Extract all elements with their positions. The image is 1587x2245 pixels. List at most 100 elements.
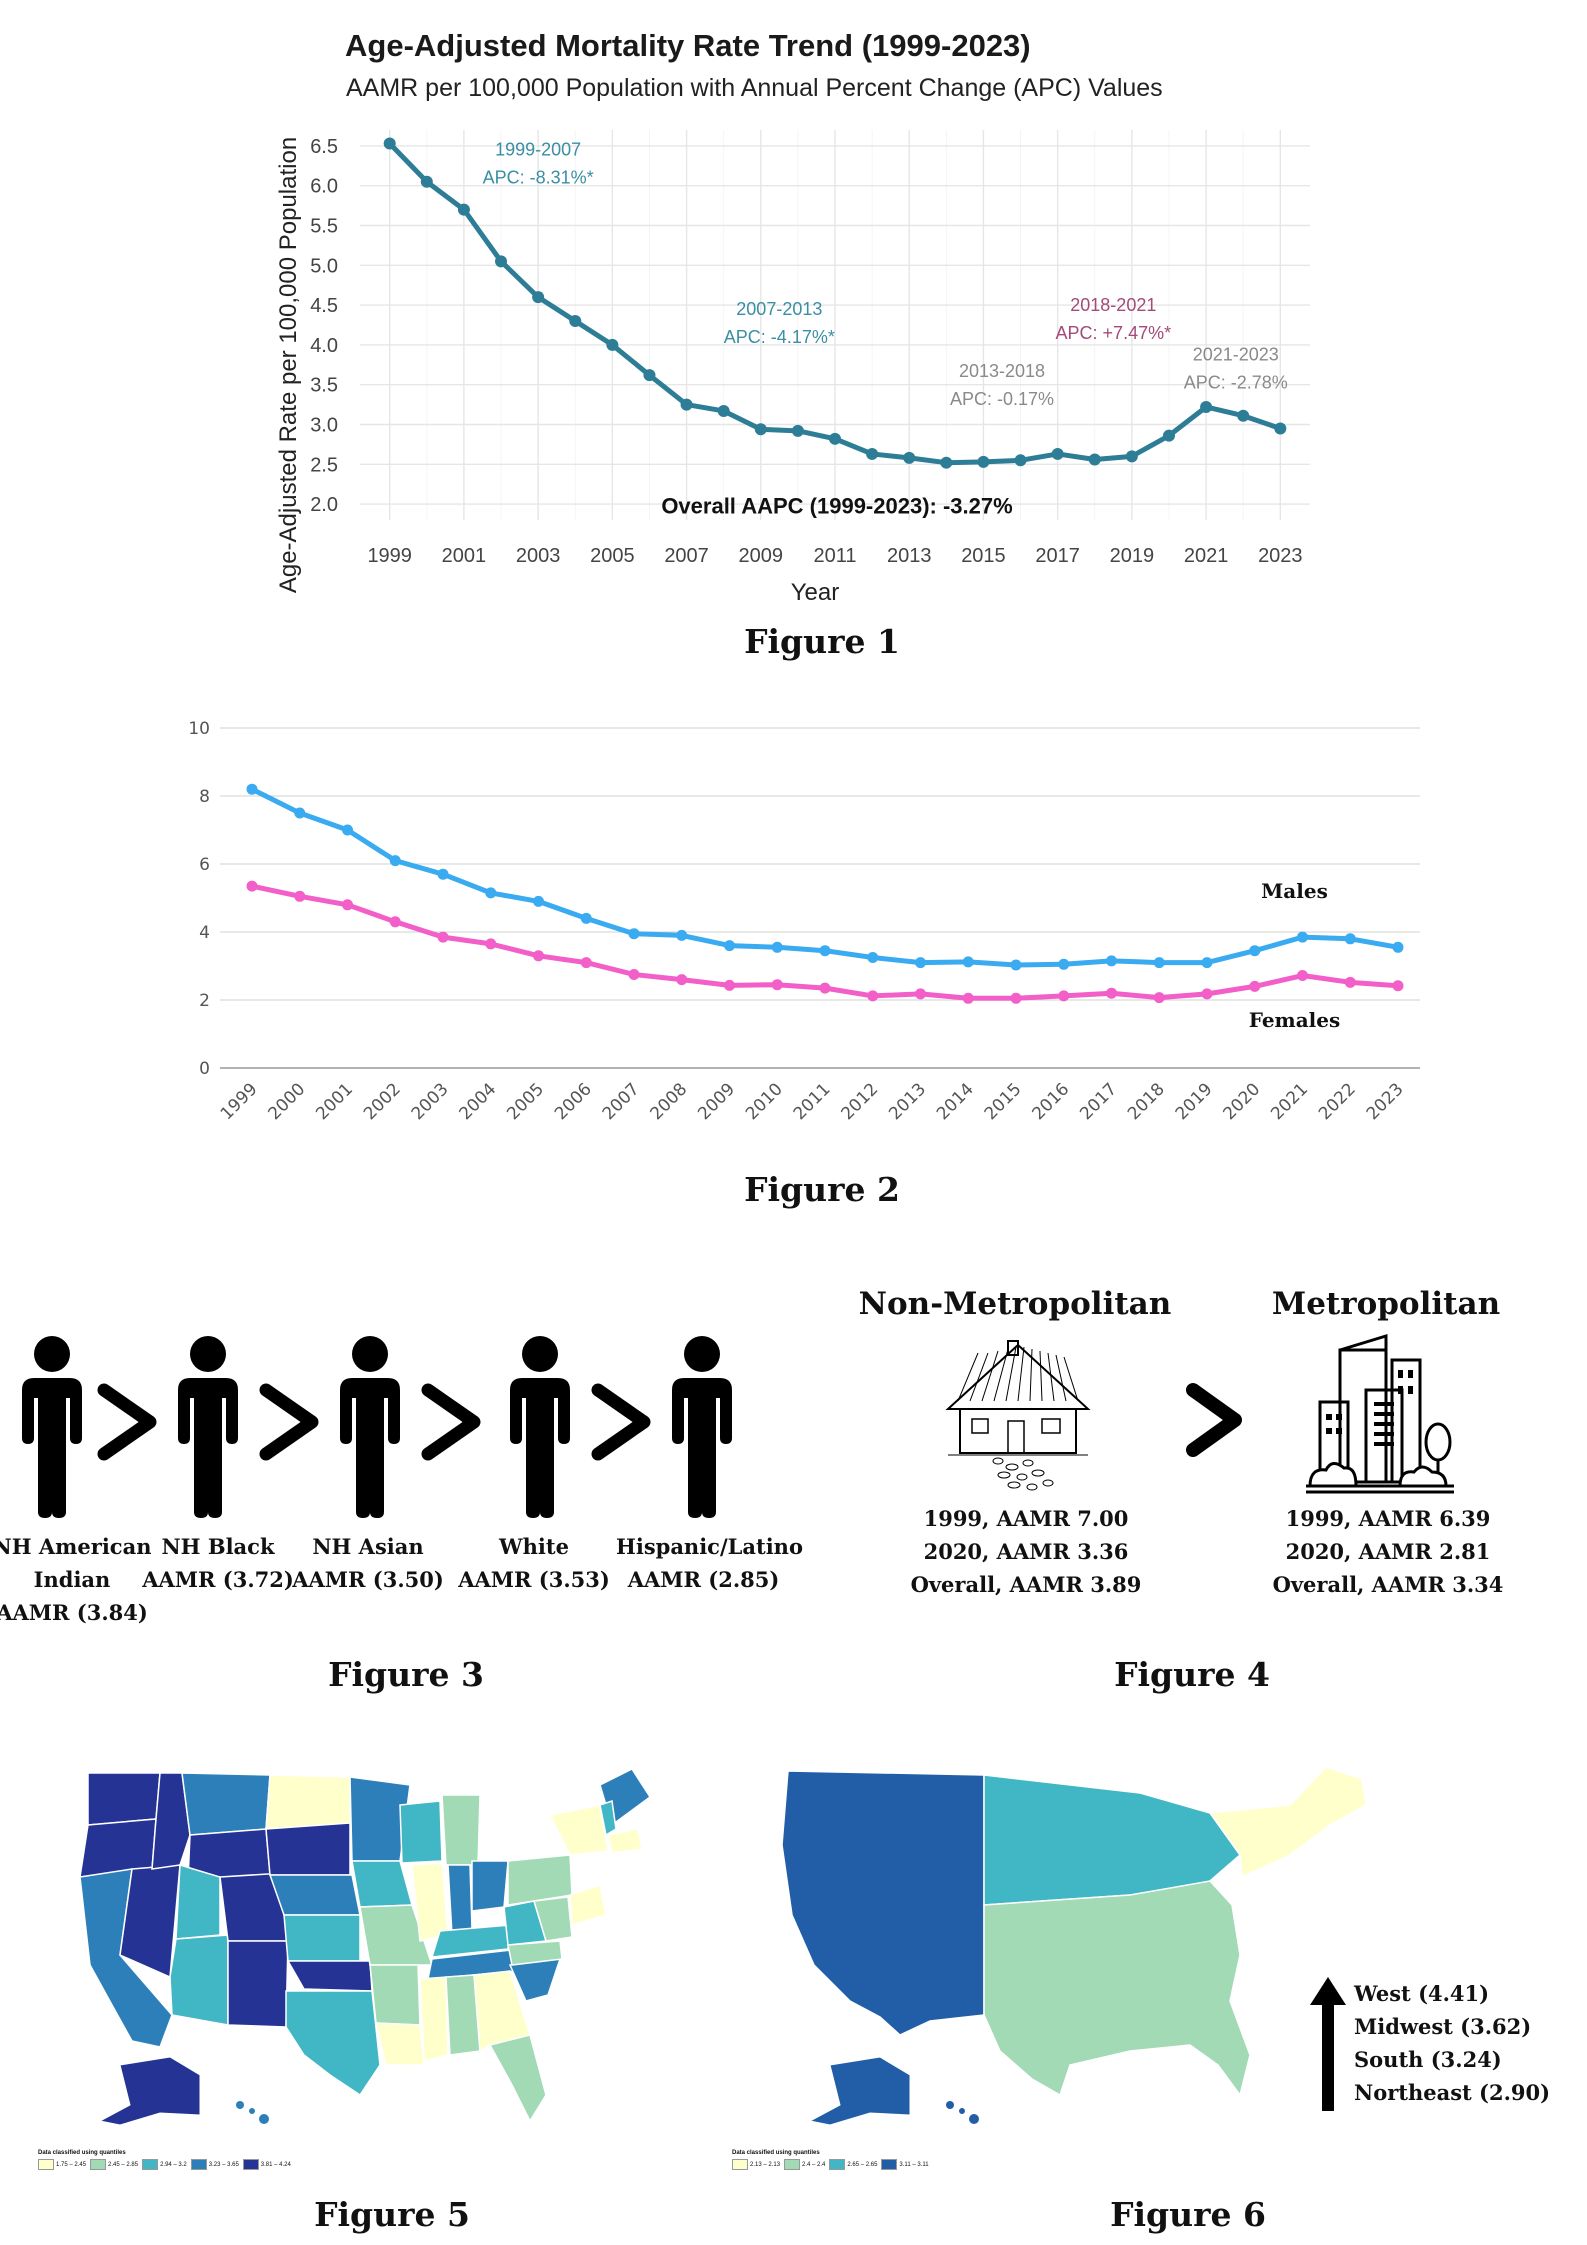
females-series-point	[389, 916, 401, 928]
y-tick-label: 2	[199, 991, 210, 1011]
females-series-point	[1106, 987, 1117, 999]
males-series-label: Males	[1261, 879, 1328, 903]
x-tick-label: 2005	[590, 545, 635, 567]
males-series-point	[1010, 959, 1022, 971]
data-point	[1088, 453, 1101, 466]
arrow-up-icon	[1310, 1977, 1346, 2111]
x-tick-label: 2003	[516, 545, 561, 567]
males-series-point	[1392, 941, 1404, 953]
y-tick-label: 0	[199, 1059, 210, 1079]
females-series-point	[1153, 992, 1165, 1004]
data-point	[383, 137, 396, 150]
females-series-point	[962, 992, 974, 1004]
males-series-point	[1153, 957, 1165, 969]
segment-period-label: 2007-2013	[736, 299, 822, 319]
x-tick-label: 2013	[885, 1079, 930, 1124]
segment-period-label: 2021-2023	[1193, 344, 1279, 364]
data-point	[1274, 422, 1287, 435]
data-point	[532, 291, 545, 304]
females-series-point	[1249, 980, 1261, 992]
figure1-caption: Figure 1	[744, 622, 900, 661]
figure5-legend: Data classified using quantiles 1.75 – 2…	[38, 2150, 291, 2170]
x-tick-label: 2007	[599, 1079, 644, 1124]
males-series-point	[819, 945, 831, 957]
x-tick-label: 2023	[1258, 545, 1303, 567]
y-tick-label: 4.5	[310, 295, 338, 317]
y-axis-label: Age-Adjusted Rate per 100,000 Population	[275, 137, 302, 593]
females-series-point	[1058, 990, 1070, 1002]
legend-item: 2.65 – 2.65	[829, 2159, 877, 2170]
person-icon	[178, 1336, 238, 1518]
region-ranking-list: West (4.41) Midwest (3.62) South (3.24) …	[1354, 1977, 1550, 2109]
females-series-point	[915, 988, 926, 1000]
metro-stats: 1999, AAMR 6.39 2020, AAMR 2.81 Overall, A…	[1272, 1506, 1504, 1597]
y-tick-label: 3.5	[310, 375, 338, 397]
group-label-nh-black: NH Black AAMR (3.72)	[142, 1534, 294, 1592]
males-series-point	[915, 957, 926, 969]
x-tick-label: 2021	[1267, 1079, 1312, 1124]
x-tick-label: 2008	[647, 1079, 692, 1124]
x-tick-label: 2002	[360, 1079, 405, 1124]
females-series-point	[1344, 976, 1356, 988]
x-tick-label: 2011	[813, 545, 856, 567]
females-series-point	[1201, 988, 1213, 1000]
us-regions-choropleth-map	[781, 1766, 1367, 2126]
females-series-point	[1297, 970, 1308, 982]
x-tick-label: 2009	[739, 545, 784, 567]
y-tick-label: 2.0	[310, 494, 338, 516]
females-series-point	[294, 890, 306, 902]
x-tick-label: 1999	[217, 1079, 262, 1124]
males-series-point	[676, 929, 688, 941]
x-tick-label: 2004	[456, 1079, 501, 1124]
figure2-caption: Figure 2	[744, 1170, 900, 1209]
segment-apc-label: APC: -8.31%*	[483, 168, 594, 188]
x-tick-label: 2012	[838, 1079, 883, 1124]
group-label-hispanic-latino: Hispanic/Latino AAMR (2.85)	[616, 1534, 803, 1592]
females-series-point	[676, 974, 688, 986]
person-icon	[672, 1336, 732, 1518]
data-point	[940, 456, 953, 469]
y-tick-label: 3.0	[310, 414, 338, 436]
data-point	[866, 447, 879, 460]
x-tick-label: 2007	[664, 545, 709, 567]
females-series-point	[533, 950, 544, 962]
data-point	[1237, 409, 1250, 422]
us-states-choropleth-map	[79, 1768, 652, 2126]
males-series-point	[1106, 955, 1117, 967]
data-point	[1014, 454, 1027, 467]
y-tick-label: 8	[199, 787, 210, 807]
overall-aapc-label: Overall AAPC (1999-2023): -3.27%	[661, 494, 1012, 519]
data-point	[680, 398, 693, 411]
data-point	[1051, 447, 1064, 460]
data-point	[606, 338, 619, 351]
males-series-point	[294, 807, 306, 819]
x-tick-label: 2015	[961, 545, 1006, 567]
legend-item: 2.94 – 3.2	[142, 2159, 187, 2170]
figure6-legend-title: Data classified using quantiles	[732, 2150, 820, 2156]
x-tick-label: 2001	[442, 545, 487, 567]
males-series-line	[250, 786, 1399, 968]
x-tick-label: 2003	[408, 1079, 453, 1124]
females-series-point	[867, 990, 879, 1002]
females-series-point	[342, 899, 353, 911]
y-tick-label: 5.5	[310, 216, 338, 238]
group-label-white: White AAMR (3.53)	[458, 1534, 610, 1592]
x-tick-label: 2021	[1184, 545, 1229, 567]
figure1-subtitle: AAMR per 100,000 Population with Annual …	[346, 74, 1163, 102]
females-series-point	[628, 969, 640, 980]
segment-period-label: 1999-2007	[495, 140, 581, 160]
greater-than-icon	[428, 1390, 474, 1454]
x-tick-label: 2011	[790, 1079, 835, 1124]
x-tick-label: 2015	[981, 1079, 1026, 1124]
legend-item: 2.4 – 2.4	[784, 2159, 825, 2170]
x-tick-label: 2009	[694, 1079, 739, 1124]
y-tick-label: 6.5	[310, 136, 338, 158]
data-point	[1200, 400, 1213, 413]
males-series-point	[724, 940, 735, 952]
metro-title: Metropolitan	[1271, 1286, 1501, 1322]
data-point	[717, 404, 730, 417]
figure5-caption: Figure 5	[314, 2195, 470, 2234]
region-northeast: Northeast (2.90)	[1354, 2080, 1551, 2105]
x-tick-label: 2006	[551, 1079, 596, 1124]
males-series-point	[628, 928, 640, 940]
